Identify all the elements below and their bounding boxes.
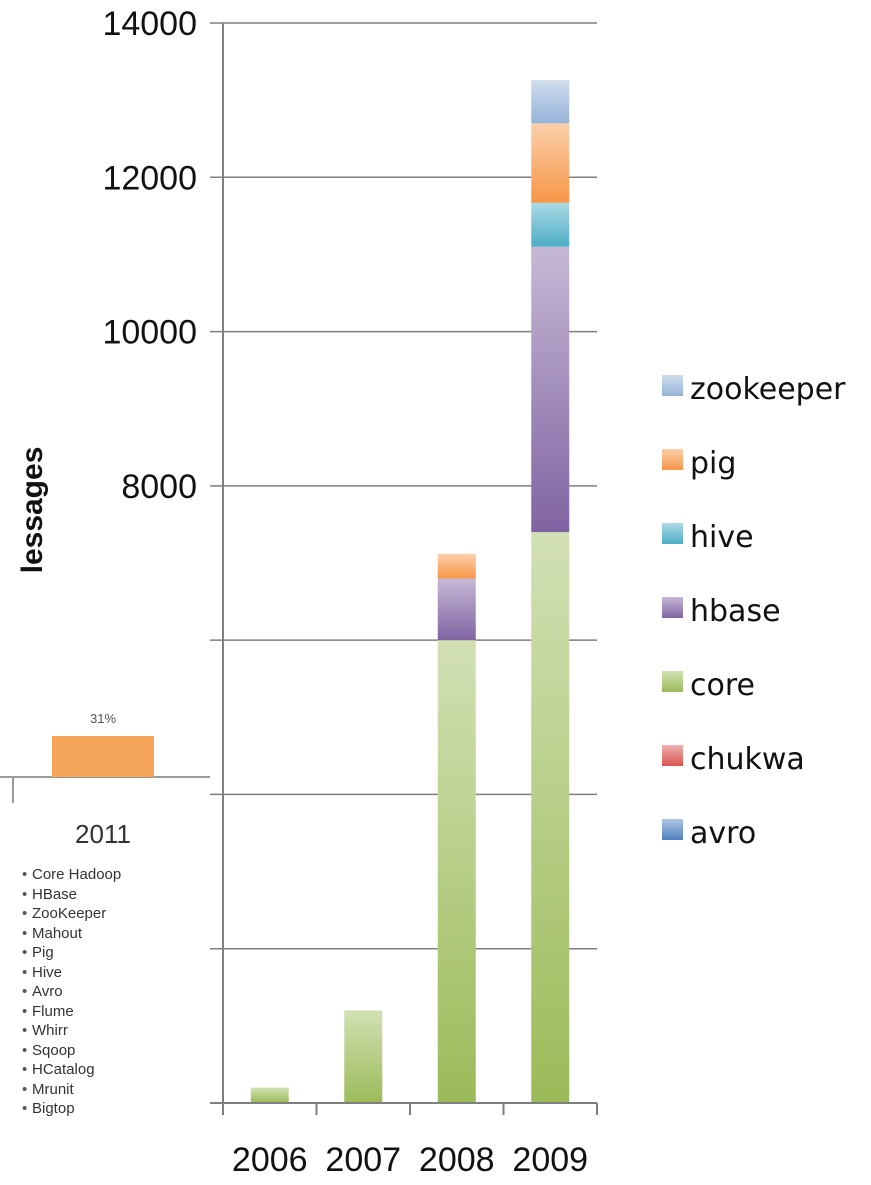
bar-segment-core [344, 1010, 383, 1103]
y-tick-label: 14000 [102, 5, 197, 43]
inset-list-item: Core Hadoop [22, 865, 121, 885]
bar-segment-core [250, 1087, 289, 1103]
bar-segment-zookeeper [531, 80, 570, 124]
grid [210, 22, 597, 950]
axes: 8000 10000 12000 14000 2006 2007 2008 2009 [102, 5, 598, 1179]
legend-swatch-zookeeper [662, 375, 683, 396]
legend-swatch-core [662, 671, 683, 692]
legend-label-avro: avro [690, 816, 756, 851]
y-tick-label: 10000 [102, 314, 197, 352]
legend-swatch-avro [662, 819, 683, 840]
inset-list-item: Mrunit [22, 1080, 121, 1100]
bars [250, 80, 570, 1103]
legend-swatch-pig [662, 449, 683, 470]
inset-list-item: Hive [22, 963, 121, 983]
inset-list-item: Pig [22, 943, 121, 963]
legend-label-zookeeper: zookeeper [690, 372, 846, 407]
legend-label-hive: hive [690, 520, 754, 555]
inset-list-item: Sqoop [22, 1041, 121, 1061]
y-axis-label: lessages [16, 447, 49, 574]
legend-label-core: core [690, 668, 755, 703]
bar-segment-pig [437, 553, 476, 579]
x-tick-label: 2007 [325, 1141, 401, 1179]
inset-list-item: Whirr [22, 1021, 121, 1041]
inset-list-item: Avro [22, 982, 121, 1002]
legend-swatch-hbase [662, 597, 683, 618]
bar-segment-core [531, 532, 570, 1103]
inset-list-item: HCatalog [22, 1060, 121, 1080]
inset-year-label: 2011 [75, 819, 131, 849]
bar-segment-hive [531, 202, 570, 247]
y-tick-label: 8000 [121, 468, 197, 506]
x-tick-label: 2009 [512, 1141, 588, 1179]
legend-label-chukwa: chukwa [690, 742, 805, 777]
bar-segment-hbase [437, 578, 476, 641]
bar-segment-hbase [531, 246, 570, 533]
inset-list-item: ZooKeeper [22, 904, 121, 924]
inset-list-item: HBase [22, 885, 121, 905]
legend: zookeeper pig hive hbase core chukwa avro [662, 372, 846, 851]
legend-label-pig: pig [690, 446, 736, 481]
bar-segment-core [437, 640, 476, 1103]
inset-list-item: Bigtop [22, 1099, 121, 1119]
x-tick-label: 2006 [232, 1141, 308, 1179]
inset-project-list: Core HadoopHBaseZooKeeperMahoutPigHiveAv… [22, 865, 121, 1119]
legend-label-hbase: hbase [690, 594, 781, 629]
inset-list-item: Mahout [22, 924, 121, 944]
legend-swatch-hive [662, 523, 683, 544]
legend-swatch-chukwa [662, 745, 683, 766]
inset-list-item: Flume [22, 1002, 121, 1022]
inset-bar-label: 31% [90, 711, 116, 726]
y-tick-label: 12000 [102, 159, 197, 197]
bar-segment-pig [531, 123, 570, 203]
inset-bar [52, 736, 154, 777]
inset-fragment: 31% 2011 [0, 711, 210, 849]
x-tick-label: 2008 [419, 1141, 495, 1179]
